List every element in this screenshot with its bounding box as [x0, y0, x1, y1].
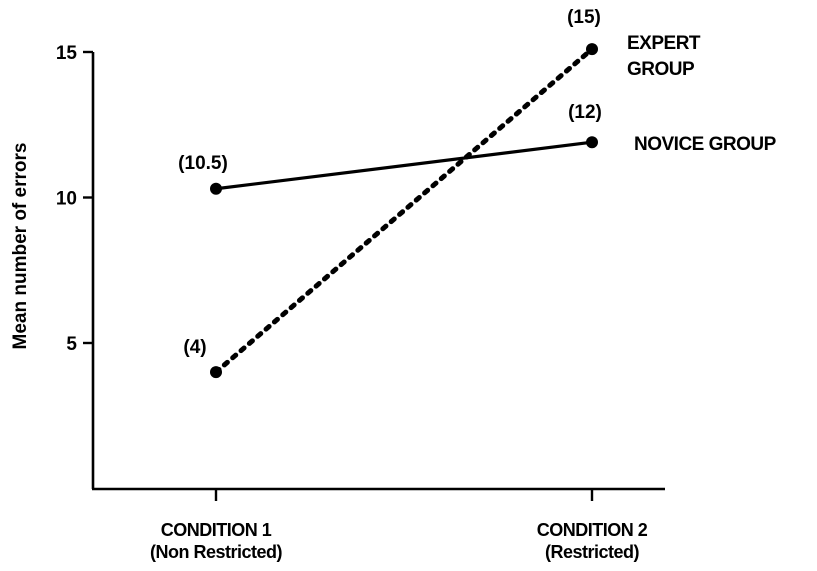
x-ticks: CONDITION 1(Non Restricted) CONDITION 2(R…: [150, 489, 648, 562]
category-sublabel-1: (Non Restricted): [150, 542, 283, 562]
y-axis-label: Mean number of errors: [10, 143, 31, 350]
y-tick-label-15: 15: [56, 43, 78, 64]
series-name-2-line-1: EXPERT: [627, 33, 701, 54]
data-point-s1-c2: [586, 136, 598, 149]
category-label-2: CONDITION 2: [537, 520, 648, 540]
y-tick-label-10: 10: [56, 189, 77, 210]
series-layer: (10.5) (12) NOVICE GROUP (4) (15) EXPERT GROUP: [178, 7, 777, 379]
series-line-1: [215, 140, 593, 191]
data-label-s2-c1: (4): [183, 337, 206, 358]
data-label-s1-c1: (10.5): [178, 153, 228, 174]
data-label-s2-c2: (15): [567, 7, 601, 28]
y-tick-label-5: 5: [66, 334, 77, 355]
series-line-2: [213, 46, 595, 375]
data-point-s2-c2: [586, 43, 598, 56]
data-point-s2-c1: [210, 366, 222, 379]
category-label-1: CONDITION 1: [161, 520, 272, 540]
category-sublabel-2: (Restricted): [545, 542, 640, 562]
series-name-1-line-1: NOVICE GROUP: [634, 134, 777, 155]
data-label-s1-c2: (12): [568, 102, 602, 123]
data-point-s1-c1: [210, 182, 222, 195]
y-ticks: 5 10 15: [56, 43, 93, 355]
series-name-2-line-2: GROUP: [627, 59, 695, 80]
